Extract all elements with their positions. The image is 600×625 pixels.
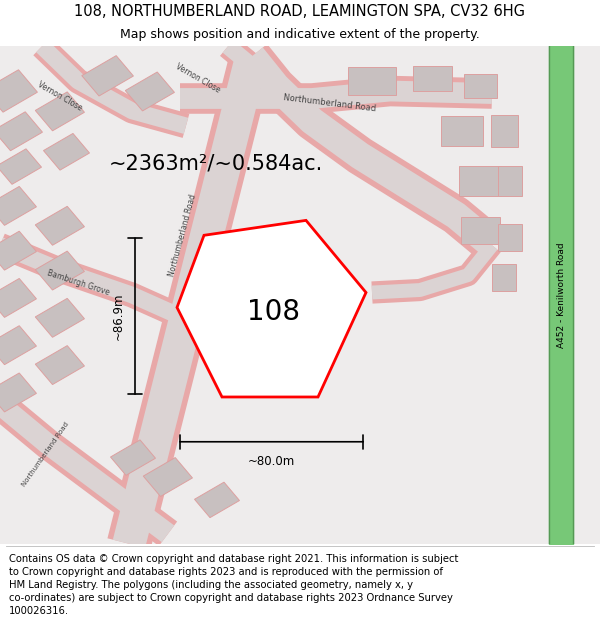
Bar — [459, 166, 501, 196]
Bar — [0, 326, 37, 364]
Bar — [498, 224, 522, 251]
Text: Vernon Close: Vernon Close — [36, 79, 84, 112]
Bar — [0, 186, 37, 226]
Text: Vernon Close: Vernon Close — [174, 62, 222, 95]
Bar — [413, 66, 452, 91]
Bar — [43, 134, 89, 170]
Bar — [348, 68, 396, 95]
Text: Northumberland Road: Northumberland Road — [283, 93, 377, 114]
Bar — [461, 217, 499, 244]
Bar — [0, 70, 37, 112]
Text: Bamburgh Grove: Bamburgh Grove — [46, 268, 110, 297]
Bar — [110, 440, 155, 476]
Bar — [194, 482, 239, 518]
Bar — [35, 298, 85, 338]
Bar — [35, 251, 85, 290]
Bar — [0, 112, 43, 151]
Bar — [125, 72, 175, 111]
Text: ~2363m²/~0.584ac.: ~2363m²/~0.584ac. — [109, 153, 323, 173]
Bar — [498, 166, 522, 196]
Text: Map shows position and indicative extent of the property.: Map shows position and indicative extent… — [120, 28, 480, 41]
Bar — [491, 114, 517, 147]
Bar — [492, 264, 516, 291]
Text: ~80.0m: ~80.0m — [248, 455, 295, 468]
Bar — [0, 373, 37, 412]
Text: Northumberland Road: Northumberland Road — [167, 193, 199, 278]
Bar — [441, 116, 483, 146]
Bar — [464, 74, 497, 99]
Bar — [143, 458, 193, 496]
Bar — [82, 56, 133, 96]
Polygon shape — [177, 221, 366, 397]
Text: 108, NORTHUMBERLAND ROAD, LEAMINGTON SPA, CV32 6HG: 108, NORTHUMBERLAND ROAD, LEAMINGTON SPA… — [74, 4, 526, 19]
Text: Northumberland Road: Northumberland Road — [20, 421, 70, 488]
Text: ~86.9m: ~86.9m — [112, 292, 125, 340]
Bar — [35, 346, 85, 384]
Text: A452 - Kenilworth Road: A452 - Kenilworth Road — [557, 242, 566, 348]
Text: 108: 108 — [247, 298, 299, 326]
Bar — [0, 231, 37, 270]
Bar — [35, 92, 85, 131]
Bar — [0, 149, 41, 184]
Bar — [35, 206, 85, 245]
Text: Contains OS data © Crown copyright and database right 2021. This information is : Contains OS data © Crown copyright and d… — [9, 554, 458, 616]
Bar — [0, 279, 37, 318]
